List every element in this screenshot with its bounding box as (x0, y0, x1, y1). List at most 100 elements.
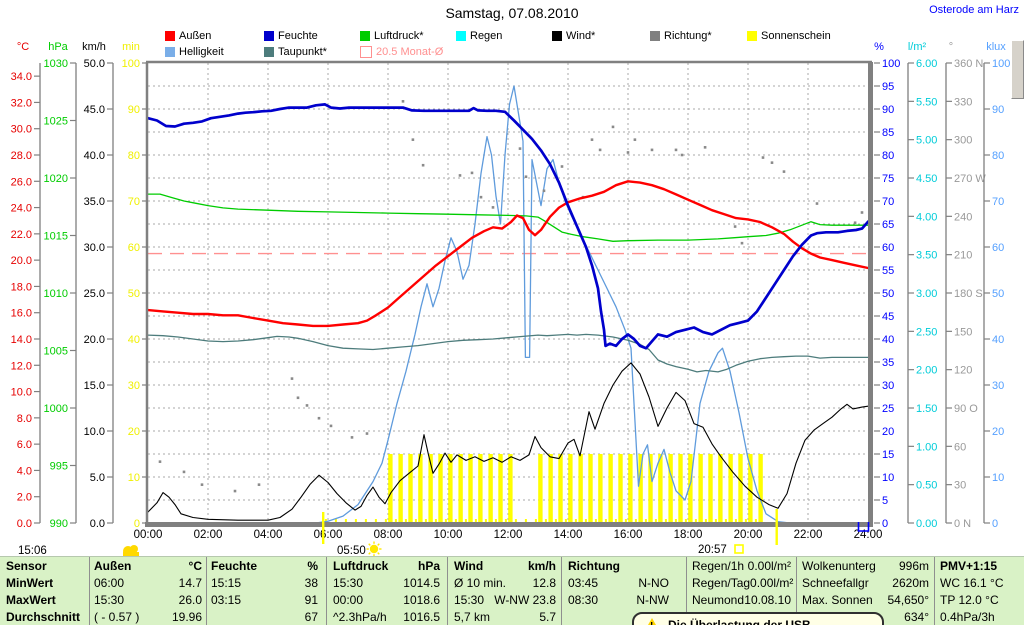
table-cell-value: 91 (304, 593, 318, 607)
wind-direction-dot (633, 138, 637, 141)
table-cell: TP 12.0 °C (940, 592, 1022, 609)
moonrise-time-label: 15:06 (18, 545, 47, 557)
wind-direction-dot (740, 241, 744, 245)
sunshine-tick (484, 519, 487, 523)
axis-tick-label: 8.0 (17, 413, 32, 425)
legend-label: Taupunkt* (278, 46, 327, 58)
axis-tick-label: 10 (128, 472, 140, 484)
sunshine-bar (608, 454, 613, 522)
wind-direction-dot (401, 100, 405, 103)
sunshine-tick (334, 519, 337, 523)
axis-tick-label: 1005 (44, 346, 68, 358)
table-cell-value: 5.7 (539, 610, 556, 624)
sunshine-tick (354, 519, 357, 523)
x-axis-label: 24:00 (854, 529, 883, 541)
wind-direction-dot (421, 163, 425, 167)
legend-label: Helligkeit (179, 46, 224, 58)
wind-direction-dot (257, 483, 261, 486)
axis-tick-label: 60 (992, 242, 1004, 254)
axis-tick-label: 70 (882, 196, 894, 208)
axis-tick-label: 16.0 (11, 308, 32, 320)
axis-tick-label: 35.0 (84, 196, 105, 208)
table-separator (206, 557, 207, 625)
legend-swatch-icon (456, 31, 466, 41)
x-axis-label: 14:00 (554, 529, 583, 541)
sunshine-tick (344, 519, 347, 523)
legend-label: Richtung* (664, 30, 712, 42)
wind-direction-dot (458, 174, 462, 177)
table-cell-value: 1016.5 (403, 610, 440, 624)
table-cell-value: 996m (898, 559, 929, 573)
sun-icon-ray (368, 543, 371, 546)
axis-tick-label: 1010 (44, 288, 68, 300)
axis-tick-label: 22.0 (11, 229, 32, 241)
sunshine-tick (554, 519, 557, 523)
table-cell-label: 15:30 (333, 576, 364, 590)
series-feuchte (146, 103, 870, 350)
table-cell: 15:30 1014.5 (333, 575, 440, 592)
table-cell-label: 00:00 (333, 593, 364, 607)
table-cell-label: Außen (94, 559, 132, 573)
warning-popup[interactable]: ! Die Überlastung der USB... (632, 612, 884, 625)
axis-tick-label: 150 (954, 326, 972, 338)
sunshine-tick (654, 519, 657, 523)
table-cell: Ø 10 min. 12.8 (454, 575, 556, 592)
axis-tick-label: 1000 (44, 403, 68, 415)
sunshine-bar (448, 454, 453, 522)
legend-item: Luftdruck* (360, 30, 424, 42)
sunshine-tick (634, 519, 637, 523)
axis-tick-label: 100 (122, 58, 140, 70)
table-cell: ^2.3hPa/h 1016.5 (333, 609, 440, 625)
x-axis-label: 20:00 (734, 529, 763, 541)
table-cell: Max. Sonnen 54,650° (802, 592, 929, 609)
sunshine-bar (638, 454, 643, 522)
axis-unit-label: ° (949, 41, 953, 53)
sunset-marker-line (775, 509, 778, 545)
scrollbar-thumb[interactable] (1011, 40, 1024, 99)
legend-item: Helligkeit (165, 46, 224, 58)
axis-tick-label: 34.0 (11, 71, 32, 83)
table-cell-label: 08:30 (568, 593, 599, 607)
axis-unit-label: l/m² (908, 41, 927, 53)
table-cell-value: 2620m (892, 576, 929, 590)
sunshine-tick (684, 519, 687, 523)
axis-unit-label: km/h (82, 41, 106, 53)
axis-tick-label: 80 (992, 150, 1004, 162)
sunshine-tick (514, 519, 517, 523)
sunshine-bar (688, 454, 693, 522)
sunshine-bar (758, 454, 763, 522)
table-cell-value: hPa (417, 559, 440, 573)
table-cell-value: km/h (527, 559, 556, 573)
axis-tick-label: 20 (128, 426, 140, 438)
table-cell: Wolkenunterg 996m (802, 558, 929, 575)
legend-label: Regen (470, 30, 503, 42)
axis-tick-label: 45 (882, 311, 894, 323)
table-cell-label: WC 16.1 °C (940, 576, 1004, 590)
x-axis-label: 16:00 (614, 529, 643, 541)
table-cell-value: 19.96 (171, 610, 202, 624)
table-cell: Regen/1h 0.00l/m² (692, 558, 791, 575)
axis-tick-label: 1.50 (916, 403, 937, 415)
wind-direction-dot (733, 225, 737, 228)
x-axis-label: 04:00 (254, 529, 283, 541)
sunshine-bar (498, 454, 503, 522)
sunrise-time-label: 05:50 (337, 545, 366, 557)
wind-direction-dot (350, 436, 354, 439)
sunshine-tick (444, 519, 447, 523)
wind-direction-dot (761, 156, 765, 159)
legend-label: Außen (179, 30, 212, 42)
axis-tick-label: 24.0 (11, 203, 32, 215)
table-cell-label: 15:30 (454, 593, 485, 607)
axis-tick-label: 10.0 (11, 387, 32, 399)
wind-direction-dot (590, 138, 594, 141)
legend-swatch-icon (747, 31, 757, 41)
table-cell-label: Ø 10 min. (454, 576, 507, 590)
wind-direction-dot (853, 221, 857, 225)
sunshine-bar (698, 454, 703, 522)
sunset-square-icon (734, 544, 744, 554)
axis-tick-label: 1.00 (916, 441, 937, 453)
legend-swatch-icon (264, 31, 274, 41)
legend-item: Richtung* (650, 30, 712, 42)
axis-tick-label: 990 (50, 518, 68, 530)
axis-tick-label: 4.0 (17, 465, 32, 477)
